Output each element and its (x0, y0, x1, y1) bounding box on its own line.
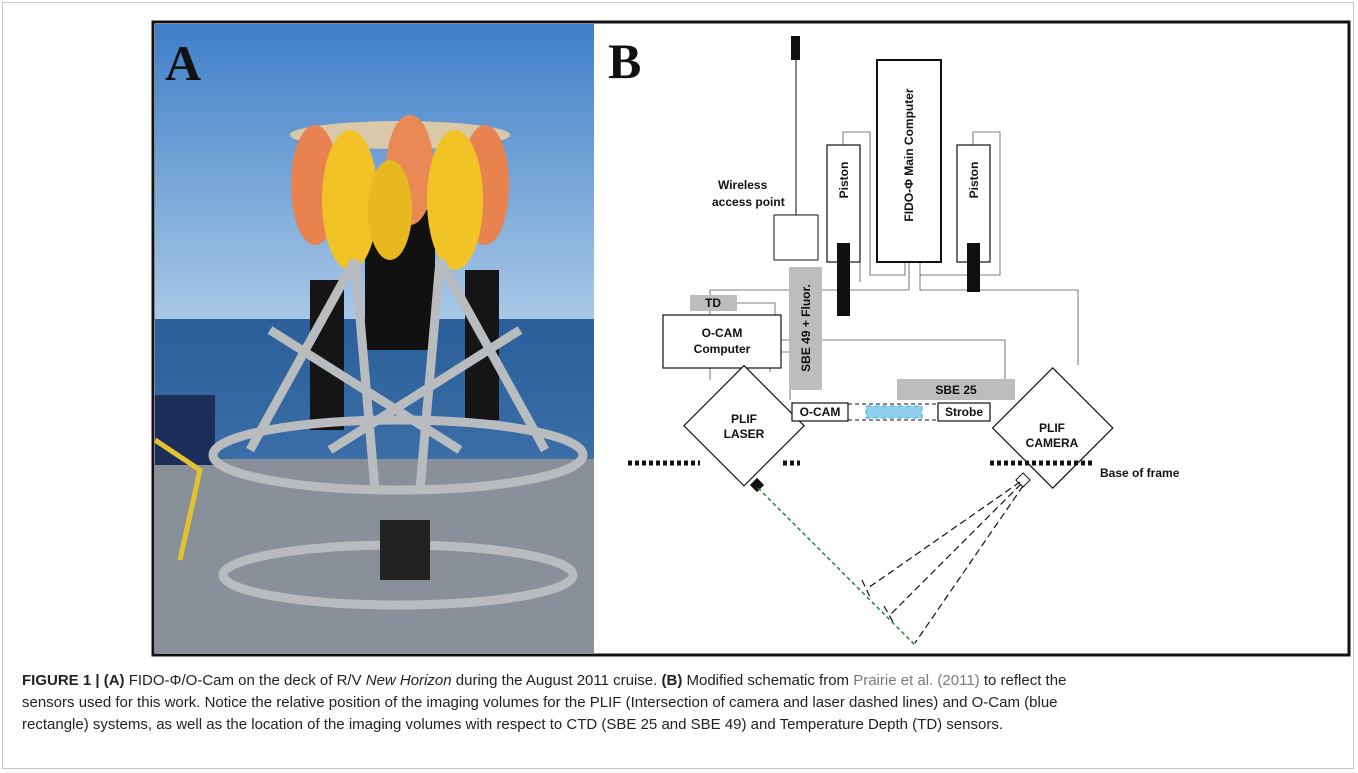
label: SBE 25 (935, 383, 977, 397)
caption-text: Modified schematic from (682, 672, 854, 689)
label: FIDO-Φ Main Computer (902, 88, 916, 222)
label: O-CAM (702, 326, 743, 340)
caption-text: (B) (661, 672, 683, 689)
label: O-CAM (800, 405, 841, 419)
caption-text: FIDO-Φ/O-Cam on the deck of R/V (124, 672, 366, 689)
panel-label: B (608, 33, 641, 89)
label: Wireless (718, 178, 768, 192)
label: Piston (967, 162, 981, 199)
caption-text: New Horizon (365, 672, 452, 689)
caption-text: during the August 2011 cruise. (451, 672, 662, 689)
caption-text: sensors used for this work. Notice the r… (22, 694, 1058, 711)
caption: FIGURE 1 | (A) FIDO-Φ/O-Cam on the deck … (22, 670, 1342, 736)
schematic (628, 36, 1114, 646)
label: Piston (837, 162, 851, 199)
label: CAMERA (1026, 436, 1079, 450)
label: Base of frame (1100, 466, 1180, 480)
photo (153, 24, 594, 654)
label: PLIF (731, 412, 757, 426)
citation-link[interactable]: Prairie et al. (2011) (853, 672, 980, 689)
label: LASER (724, 427, 765, 441)
label: Strobe (945, 405, 983, 419)
label: Computer (694, 342, 751, 356)
label: access point (712, 195, 785, 209)
label: TD (705, 296, 721, 310)
panel-label: A (165, 35, 201, 91)
label: PLIF (1039, 421, 1065, 435)
caption-text: FIGURE 1 | (A) (22, 672, 125, 689)
caption-text: rectangle) systems, as well as the locat… (22, 716, 1003, 733)
caption-text: to reflect the (979, 672, 1067, 689)
label: SBE 49 + Fluor. (799, 284, 813, 372)
